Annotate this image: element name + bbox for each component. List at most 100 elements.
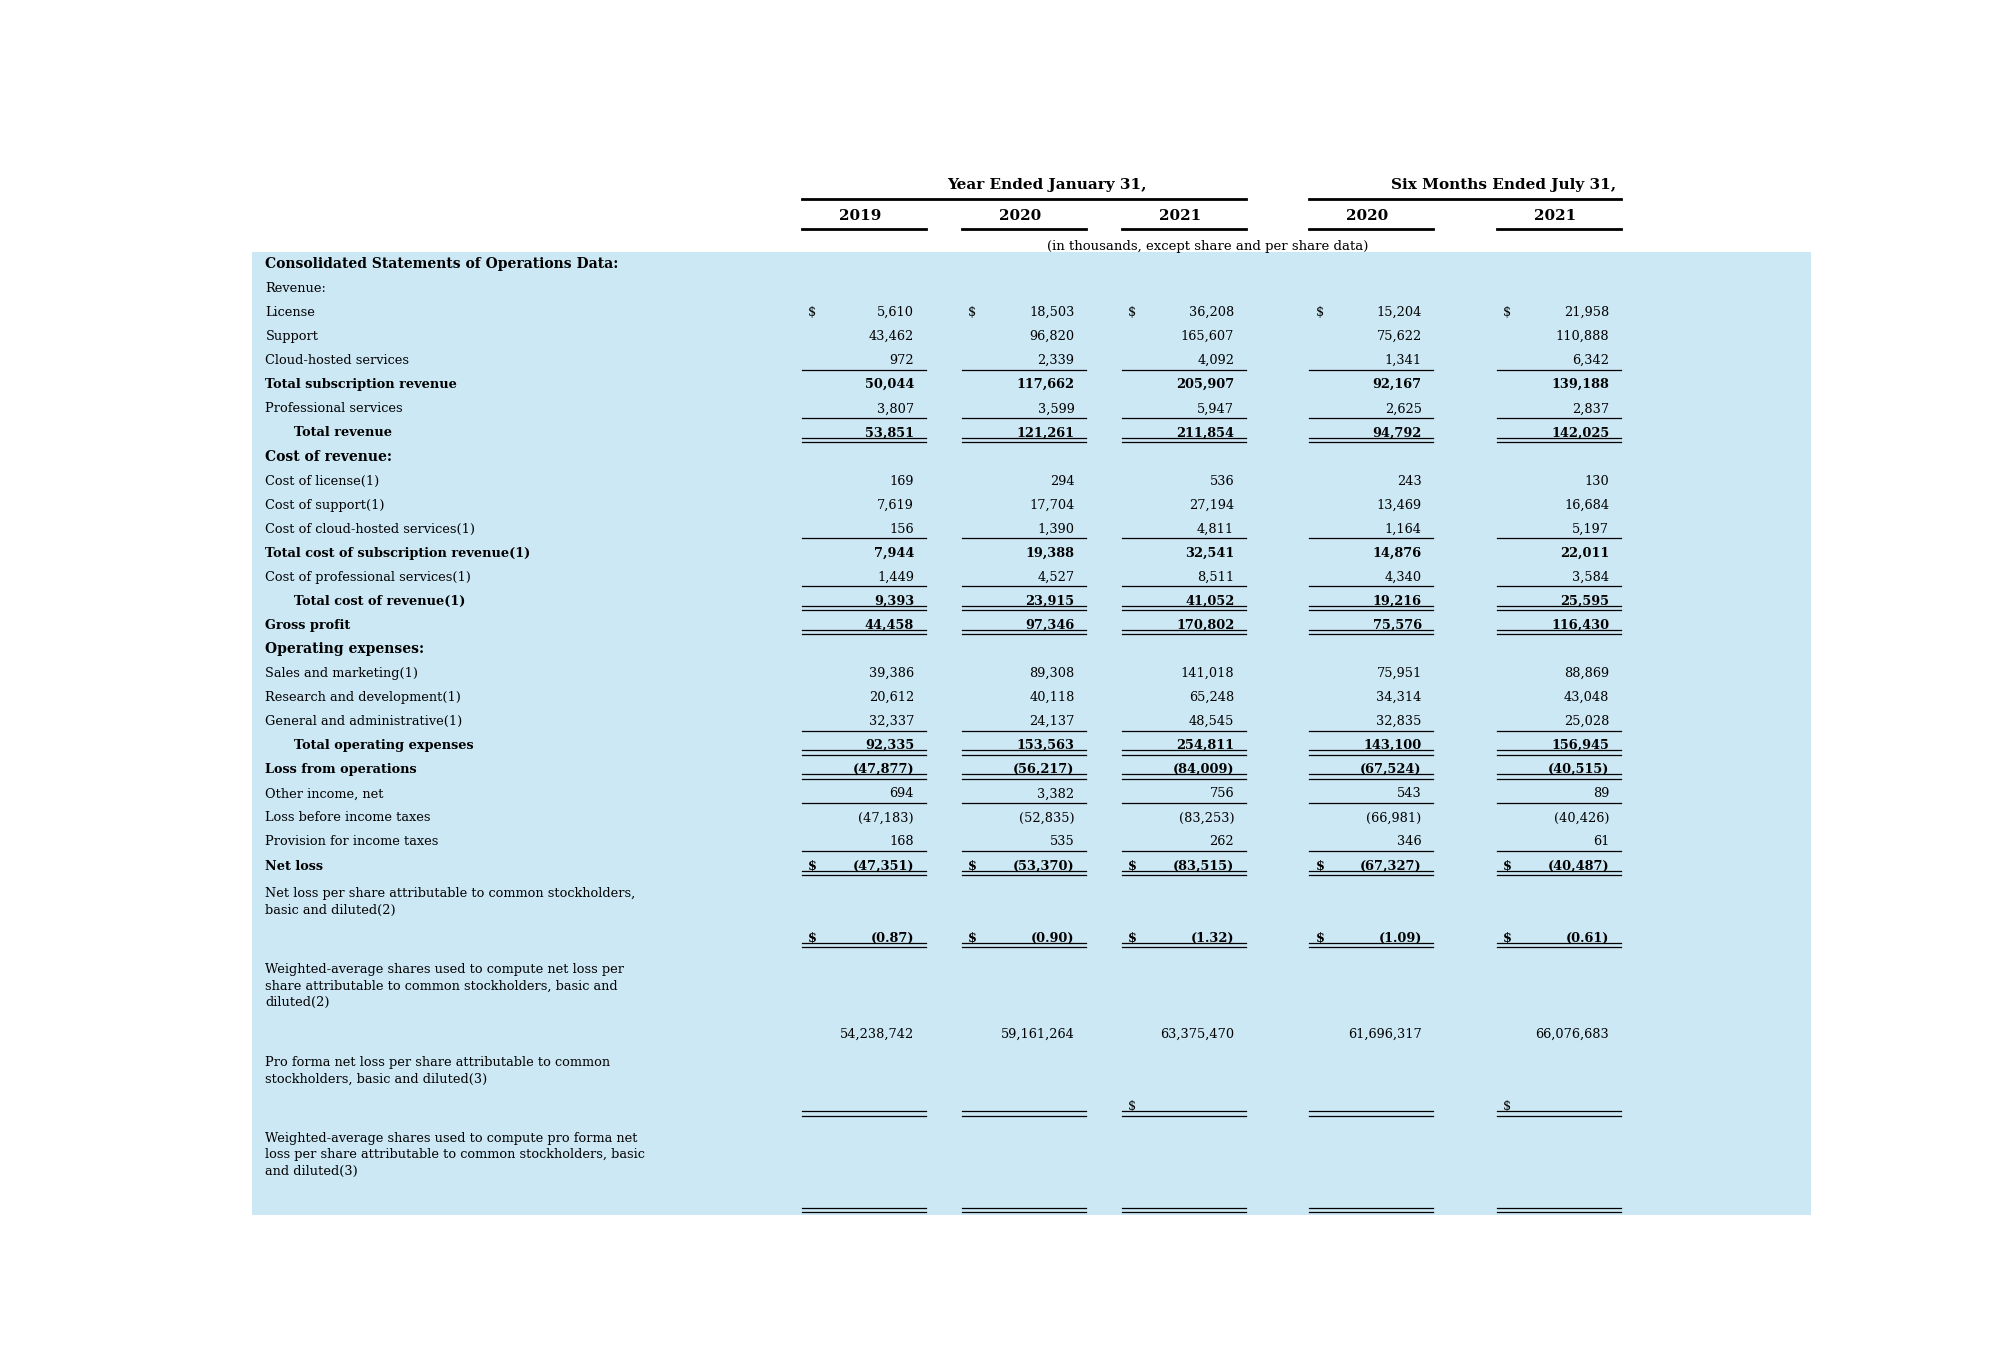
Text: 53,851: 53,851	[865, 427, 913, 439]
Text: 54,238,742: 54,238,742	[839, 1028, 913, 1041]
Text: 170,802: 170,802	[1175, 619, 1233, 632]
Bar	[252, 853, 1811, 878]
Text: Total revenue: Total revenue	[294, 427, 392, 439]
Text: 92,167: 92,167	[1372, 379, 1422, 391]
Text: 3,807: 3,807	[877, 402, 913, 416]
Bar	[252, 805, 1811, 830]
Text: 2,339: 2,339	[1038, 354, 1074, 368]
Bar	[252, 782, 1811, 805]
Bar	[252, 757, 1811, 782]
Text: 22,011: 22,011	[1559, 546, 1610, 560]
Text: 5,197: 5,197	[1571, 523, 1610, 535]
Text: 139,188: 139,188	[1551, 379, 1610, 391]
Text: 156: 156	[889, 523, 913, 535]
Bar	[252, 348, 1811, 373]
Text: $: $	[1316, 859, 1324, 873]
Text: (56,217): (56,217)	[1014, 763, 1074, 777]
Text: (0.90): (0.90)	[1030, 932, 1074, 945]
Text: 27,194: 27,194	[1189, 498, 1233, 512]
Text: 972: 972	[889, 354, 913, 368]
Text: 43,462: 43,462	[869, 331, 913, 343]
Text: Cost of support(1): Cost of support(1)	[266, 498, 384, 512]
Text: 211,854: 211,854	[1177, 427, 1233, 439]
Text: 66,076,683: 66,076,683	[1535, 1028, 1610, 1041]
Text: 205,907: 205,907	[1175, 379, 1233, 391]
Text: Weighted-average shares used to compute net loss per
share attributable to commo: Weighted-average shares used to compute …	[266, 963, 624, 1010]
Bar	[252, 493, 1811, 517]
Bar	[252, 300, 1811, 325]
Text: (47,351): (47,351)	[853, 859, 913, 873]
Text: Net loss: Net loss	[266, 859, 324, 873]
Text: (47,183): (47,183)	[859, 811, 913, 825]
Text: 32,337: 32,337	[869, 715, 913, 729]
Bar	[252, 1191, 1811, 1216]
Text: 2019: 2019	[839, 210, 881, 224]
Bar	[252, 613, 1811, 638]
Bar	[252, 421, 1811, 445]
Text: 39,386: 39,386	[869, 667, 913, 681]
Text: 121,261: 121,261	[1016, 427, 1074, 439]
Bar	[252, 565, 1811, 590]
Text: 2,837: 2,837	[1571, 402, 1610, 416]
Text: 4,092: 4,092	[1197, 354, 1233, 368]
Text: 48,545: 48,545	[1189, 715, 1233, 729]
Text: $: $	[968, 932, 978, 945]
Text: $: $	[1129, 932, 1137, 945]
Text: 21,958: 21,958	[1563, 306, 1610, 320]
Text: $: $	[1129, 306, 1137, 320]
Text: 117,662: 117,662	[1016, 379, 1074, 391]
Text: 3,382: 3,382	[1038, 788, 1074, 800]
Text: $: $	[809, 859, 817, 873]
Text: 25,595: 25,595	[1559, 595, 1610, 608]
Text: 19,216: 19,216	[1372, 595, 1422, 608]
Text: 75,622: 75,622	[1376, 331, 1422, 343]
Text: 169: 169	[889, 475, 913, 487]
Bar	[252, 686, 1811, 709]
Text: 25,028: 25,028	[1563, 715, 1610, 729]
Text: 8,511: 8,511	[1197, 571, 1233, 583]
Text: 262: 262	[1209, 836, 1233, 848]
Text: Operating expenses:: Operating expenses:	[266, 642, 425, 656]
Text: $: $	[1503, 932, 1513, 945]
Text: (67,327): (67,327)	[1360, 859, 1422, 873]
Text: 43,048: 43,048	[1563, 691, 1610, 704]
Text: Support: Support	[266, 331, 318, 343]
Text: Weighted-average shares used to compute pro forma net
loss per share attributabl: Weighted-average shares used to compute …	[266, 1132, 646, 1177]
Text: (52,835): (52,835)	[1018, 811, 1074, 825]
Text: Loss before income taxes: Loss before income taxes	[266, 811, 431, 825]
Text: 41,052: 41,052	[1185, 595, 1233, 608]
Text: 4,527: 4,527	[1038, 571, 1074, 583]
Text: 3,584: 3,584	[1571, 571, 1610, 583]
Bar	[252, 951, 1811, 1022]
Bar	[252, 1022, 1811, 1047]
Text: 34,314: 34,314	[1376, 691, 1422, 704]
Bar	[252, 373, 1811, 397]
Text: (67,524): (67,524)	[1360, 763, 1422, 777]
Text: 1,390: 1,390	[1038, 523, 1074, 535]
Text: Cost of revenue:: Cost of revenue:	[266, 450, 392, 464]
Text: Pro forma net loss per share attributable to common
stockholders, basic and dilu: Pro forma net loss per share attributabl…	[266, 1056, 610, 1085]
Text: 13,469: 13,469	[1376, 498, 1422, 512]
Bar	[252, 830, 1811, 853]
Text: $: $	[809, 932, 817, 945]
Text: 243: 243	[1396, 475, 1422, 487]
Bar	[252, 661, 1811, 686]
Text: (40,487): (40,487)	[1547, 859, 1610, 873]
Text: 141,018: 141,018	[1181, 667, 1233, 681]
Text: 88,869: 88,869	[1563, 667, 1610, 681]
Text: 97,346: 97,346	[1026, 619, 1074, 632]
Text: 7,944: 7,944	[873, 546, 913, 560]
Text: 44,458: 44,458	[865, 619, 913, 632]
Text: Loss from operations: Loss from operations	[266, 763, 416, 777]
Text: 543: 543	[1396, 788, 1422, 800]
Text: 19,388: 19,388	[1026, 546, 1074, 560]
Text: 294: 294	[1050, 475, 1074, 487]
Text: 16,684: 16,684	[1563, 498, 1610, 512]
Text: 94,792: 94,792	[1372, 427, 1422, 439]
Text: 14,876: 14,876	[1372, 546, 1422, 560]
Text: (0.87): (0.87)	[871, 932, 913, 945]
Bar	[252, 1095, 1811, 1118]
Text: 23,915: 23,915	[1026, 595, 1074, 608]
Text: 346: 346	[1396, 836, 1422, 848]
Text: Six Months Ended July 31,: Six Months Ended July 31,	[1392, 178, 1616, 192]
